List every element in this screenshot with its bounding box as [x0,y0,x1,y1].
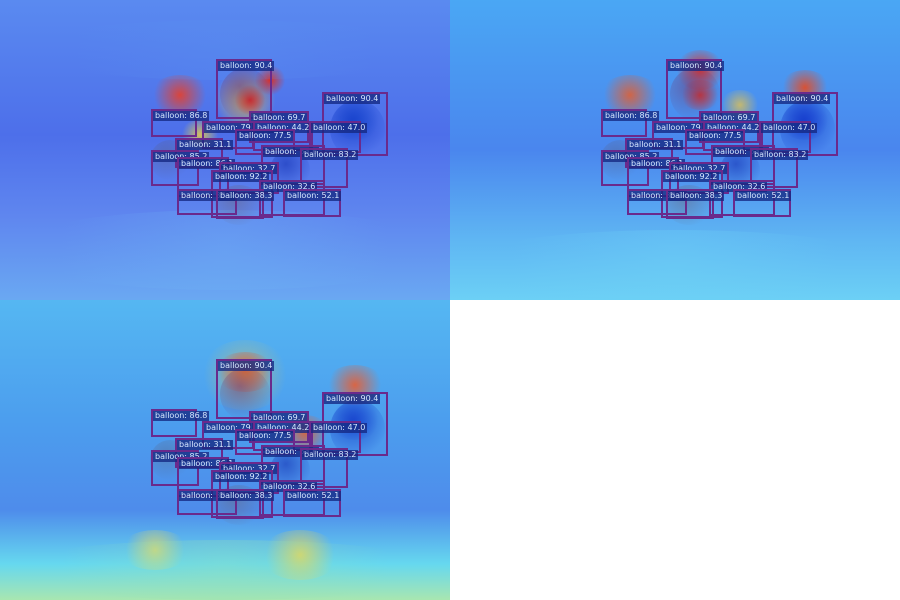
detection-box: balloon: 52.1 [733,189,792,217]
heat-blob [0,210,450,290]
detection-label: balloon: 86.1 [179,459,236,469]
detection-label: balloon: 83.2 [302,450,359,460]
detection-label: balloon: 32.6 [261,182,318,192]
detection-label: balloon: 77.5 [237,431,294,441]
detection-box: balloon: 86.8 [151,109,210,137]
heatmap-panel-2: balloon: 90.4 balloon: 90.4 balloon: 86.8 b… [450,0,900,300]
detection-box: balloon: 52.1 [283,189,342,217]
heat-blob [120,530,190,570]
detection-box: balloon: 38.3 [627,189,687,215]
detection-label: balloon: 32.6 [261,482,318,492]
detection-label: balloon: 83.2 [752,150,809,160]
detection-label: balloon: 52.1 [285,491,342,501]
detection-box: balloon: 90.4 [216,359,275,419]
heat-blob [450,230,900,300]
balloon-scene: balloon: 90.4 balloon: 90.4 balloon: 86.8 b… [0,0,450,300]
detection-label: balloon: 69.7 [701,113,758,123]
detection-box: balloon: 86.8 [151,409,210,437]
balloon-scene: balloon: 90.4 balloon: 90.4 balloon: 86.8 b… [0,300,450,600]
detection-label: balloon: 90.4 [218,361,275,371]
detection-label: balloon: 86.1 [179,159,236,169]
detection-box: balloon: 38.3 [216,489,275,519]
detection-label: balloon: 38.3 [218,491,275,501]
detection-label: balloon: 90.4 [324,94,381,104]
detection-box: balloon: 90.4 [666,59,725,119]
detection-label: balloon: 53.6 [263,147,320,157]
detection-label: balloon: 77.5 [687,131,744,141]
heat-blob [600,75,660,115]
detection-label: balloon: 44.2 [255,123,312,133]
detection-label: balloon: 52.1 [285,191,342,201]
detection-label: balloon: 90.4 [774,94,831,104]
detection-box: balloon: 86.8 [601,109,660,137]
detection-label: balloon: 38.3 [629,191,686,201]
detection-label: balloon: 31.1 [177,440,234,450]
detection-label: balloon: 38.3 [179,491,236,501]
heatmap-panel-1: balloon: 90.4 balloon: 90.4 balloon: 86.8 b… [0,0,450,300]
detection-label: balloon: 32.7 [221,164,278,174]
heatmap-panel-3: balloon: 90.4 balloon: 90.4 balloon: 86.8 b… [0,300,450,600]
detection-label: balloon: 53.6 [713,147,770,157]
detection-label: balloon: 90.4 [218,61,275,71]
detection-label: balloon: 53.6 [263,447,320,457]
detection-label: balloon: 44.2 [705,123,762,133]
heat-blob [0,540,450,600]
detection-label: balloon: 47.0 [761,123,818,133]
detection-label: balloon: 32.6 [711,182,768,192]
detection-label: balloon: 92.2 [663,172,720,182]
detection-label: balloon: 79 [204,423,253,433]
detection-label: balloon: 32.7 [221,464,278,474]
detection-box: balloon: 38.3 [177,489,237,515]
detection-label: balloon: 44.2 [255,423,312,433]
detection-box: balloon: 52.1 [283,489,342,517]
detection-label: balloon: 52.1 [735,191,792,201]
detection-label: balloon: 38.3 [218,191,275,201]
empty-panel [450,300,900,600]
detection-label: balloon: 86.8 [153,411,210,421]
heat-blob [150,75,210,115]
detection-box: balloon: 38.3 [177,189,237,215]
detection-label: balloon: 32.7 [671,164,728,174]
detection-label: balloon: 90.4 [324,394,381,404]
detection-label: balloon: 69.7 [251,413,308,423]
detection-label: balloon: 92.2 [213,172,270,182]
detection-label: balloon: 47.0 [311,423,368,433]
detection-label: balloon: 38.3 [668,191,725,201]
detection-label: balloon: 86.1 [629,159,686,169]
detection-label: balloon: 69.7 [251,113,308,123]
detection-label: balloon: 38.3 [179,191,236,201]
detection-label: balloon: 86.8 [603,111,660,121]
detection-label: balloon: 77.5 [237,131,294,141]
detection-box: balloon: 38.3 [216,189,275,219]
detection-label: balloon: 47.0 [311,123,368,133]
detection-label: balloon: 31.1 [627,140,684,150]
balloon-scene: balloon: 90.4 balloon: 90.4 balloon: 86.8 b… [450,0,900,300]
detection-label: balloon: 79 [654,123,703,133]
heat-blob [260,530,340,580]
detection-label: balloon: 79 [204,123,253,133]
detection-label: balloon: 90.4 [668,61,725,71]
detection-label: balloon: 83.2 [302,150,359,160]
detection-label: balloon: 31.1 [177,140,234,150]
detection-label: balloon: 86.8 [153,111,210,121]
detection-box: balloon: 90.4 [216,59,275,119]
detection-box: balloon: 38.3 [666,189,725,219]
detection-label: balloon: 92.2 [213,472,270,482]
